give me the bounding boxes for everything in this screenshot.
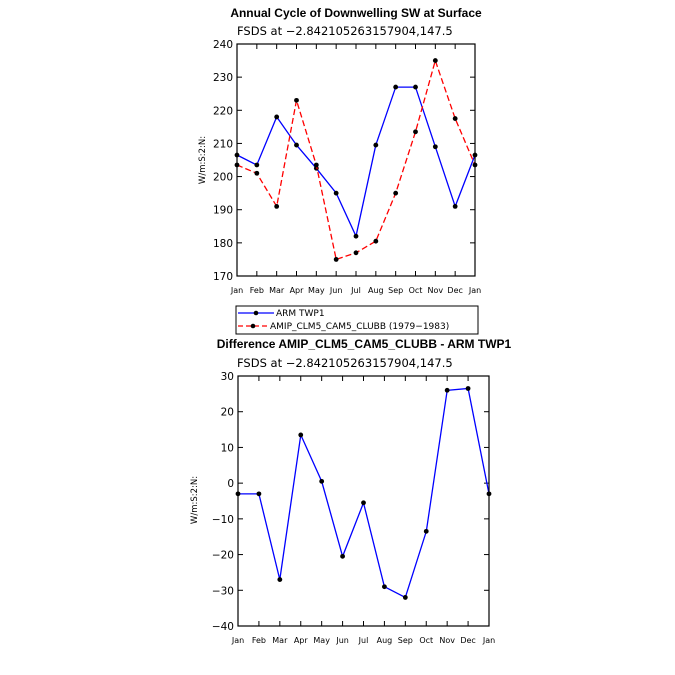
data-point	[393, 190, 399, 196]
legend-entry-arm: ARM TWP1	[238, 309, 325, 319]
series-layer	[235, 386, 492, 600]
data-point	[402, 595, 408, 600]
data-point	[277, 577, 283, 582]
y-tick-label: 170	[213, 271, 233, 283]
x-tick-label: Dec	[447, 286, 462, 295]
data-point	[319, 478, 325, 484]
x-tick-label: Feb	[250, 286, 264, 295]
y-tick-label: 180	[213, 238, 233, 250]
x-tick-label: Mar	[269, 286, 285, 295]
x-tick-label: Jan	[231, 636, 244, 645]
y-tick-label: −20	[212, 550, 234, 562]
y-tick-label: 10	[221, 442, 234, 454]
y-tick-label: 190	[213, 205, 233, 217]
x-tick-label: May	[313, 636, 330, 645]
x-tick-label: Mar	[272, 636, 288, 645]
data-point	[465, 386, 471, 391]
data-point	[373, 238, 379, 244]
y-tick-label: 240	[213, 39, 233, 51]
y-tick-label: −30	[212, 585, 234, 597]
legend-box	[235, 305, 479, 335]
x-tick-label: Jun	[329, 286, 343, 295]
data-point	[294, 97, 299, 103]
x-tick-label: Apr	[290, 286, 305, 295]
legend-entry-amip: AMIP_CLM5_CAM5_CLUBB (1979−1983)	[238, 322, 449, 332]
x-tick-label: Aug	[377, 636, 393, 645]
x-tick-label: Jan	[230, 286, 243, 295]
x-tick-label: Jan	[468, 286, 481, 295]
y-axis-label: W/m:S:2:N:	[198, 136, 208, 184]
plot-frame	[236, 43, 476, 277]
x-tick-label: Oct	[409, 286, 423, 295]
legend: ARM TWP1 AMIP_CLM5_CAM5_CLUBB (1979−1983…	[235, 305, 479, 335]
legend-marker-arm	[253, 310, 259, 316]
data-point	[413, 129, 418, 135]
data-point	[423, 528, 429, 534]
x-tick-label: Feb	[252, 636, 266, 645]
y-tick-label: 20	[221, 407, 234, 419]
y-tick-label: −40	[212, 621, 234, 633]
data-point	[432, 144, 438, 150]
tick-layer: 170 180 190 200 210 220 230 240 Jan Feb Mar Apr May J…	[213, 39, 481, 295]
x-tick-label: Aug	[368, 286, 384, 295]
y-tick-label: 220	[213, 105, 233, 117]
data-point	[373, 142, 379, 148]
data-point	[333, 190, 339, 196]
x-tick-label: Nov	[439, 636, 455, 645]
data-point	[353, 233, 359, 239]
x-tick-label: Nov	[428, 286, 444, 295]
x-tick-label: Sep	[398, 636, 413, 645]
x-tick-label: Jul	[350, 286, 361, 295]
data-point	[254, 162, 260, 168]
x-tick-label: Jun	[335, 636, 349, 645]
y-tick-label: 210	[213, 138, 233, 150]
series-layer	[234, 58, 478, 262]
y-tick-label: 30	[221, 371, 234, 383]
data-point	[256, 491, 262, 497]
data-point	[254, 170, 260, 176]
data-point	[298, 432, 304, 438]
data-point	[294, 142, 299, 148]
chart-title: Annual Cycle of Downwelling SW at Surfac…	[230, 6, 482, 20]
legend-marker-amip	[250, 323, 256, 329]
data-point	[340, 553, 345, 559]
data-point	[452, 116, 458, 121]
plot-frame	[237, 375, 490, 627]
x-tick-label: Jan	[482, 636, 495, 645]
data-point	[274, 114, 280, 120]
chart-subtitle: FSDS at −2.842105263157904,147.5	[237, 24, 453, 38]
data-point	[313, 162, 319, 168]
data-point	[353, 250, 359, 256]
y-tick-label: −10	[212, 514, 234, 526]
difference-panel: Difference AMIP_CLM5_CAM5_CLUBB - ARM TW…	[190, 337, 512, 645]
series-line-1	[236, 86, 476, 239]
data-point	[393, 84, 399, 90]
data-point	[444, 387, 450, 393]
x-tick-label: Sep	[388, 286, 403, 295]
x-tick-label: May	[308, 286, 325, 295]
data-point	[333, 257, 339, 262]
y-tick-label: 0	[227, 478, 234, 490]
series-line-1	[238, 387, 490, 599]
data-point	[274, 204, 280, 209]
data-point	[452, 204, 458, 209]
data-point	[382, 584, 387, 590]
tick-layer: −40 −30 −20 −10 0 10 20 30 Jan Feb Mar Apr May Jun Jul…	[212, 371, 495, 645]
x-tick-label: Oct	[419, 636, 433, 645]
y-axis-label: W/m:S:2:N:	[190, 476, 200, 524]
y-tick-label: 200	[213, 172, 233, 184]
data-point	[413, 84, 418, 90]
data-point	[361, 500, 366, 506]
data-point	[432, 58, 438, 63]
annual-cycle-panel: Annual Cycle of Downwelling SW at Surfac…	[198, 6, 482, 295]
chart-title: Difference AMIP_CLM5_CAM5_CLUBB - ARM TW…	[217, 337, 512, 351]
legend-label-arm: ARM TWP1	[276, 309, 325, 319]
x-tick-label: Dec	[460, 636, 475, 645]
legend-label-amip: AMIP_CLM5_CAM5_CLUBB (1979−1983)	[270, 322, 449, 332]
chart-subtitle: FSDS at −2.842105263157904,147.5	[237, 356, 453, 370]
x-tick-label: Jul	[358, 636, 369, 645]
x-tick-label: Apr	[294, 636, 309, 645]
y-tick-label: 230	[213, 72, 233, 84]
